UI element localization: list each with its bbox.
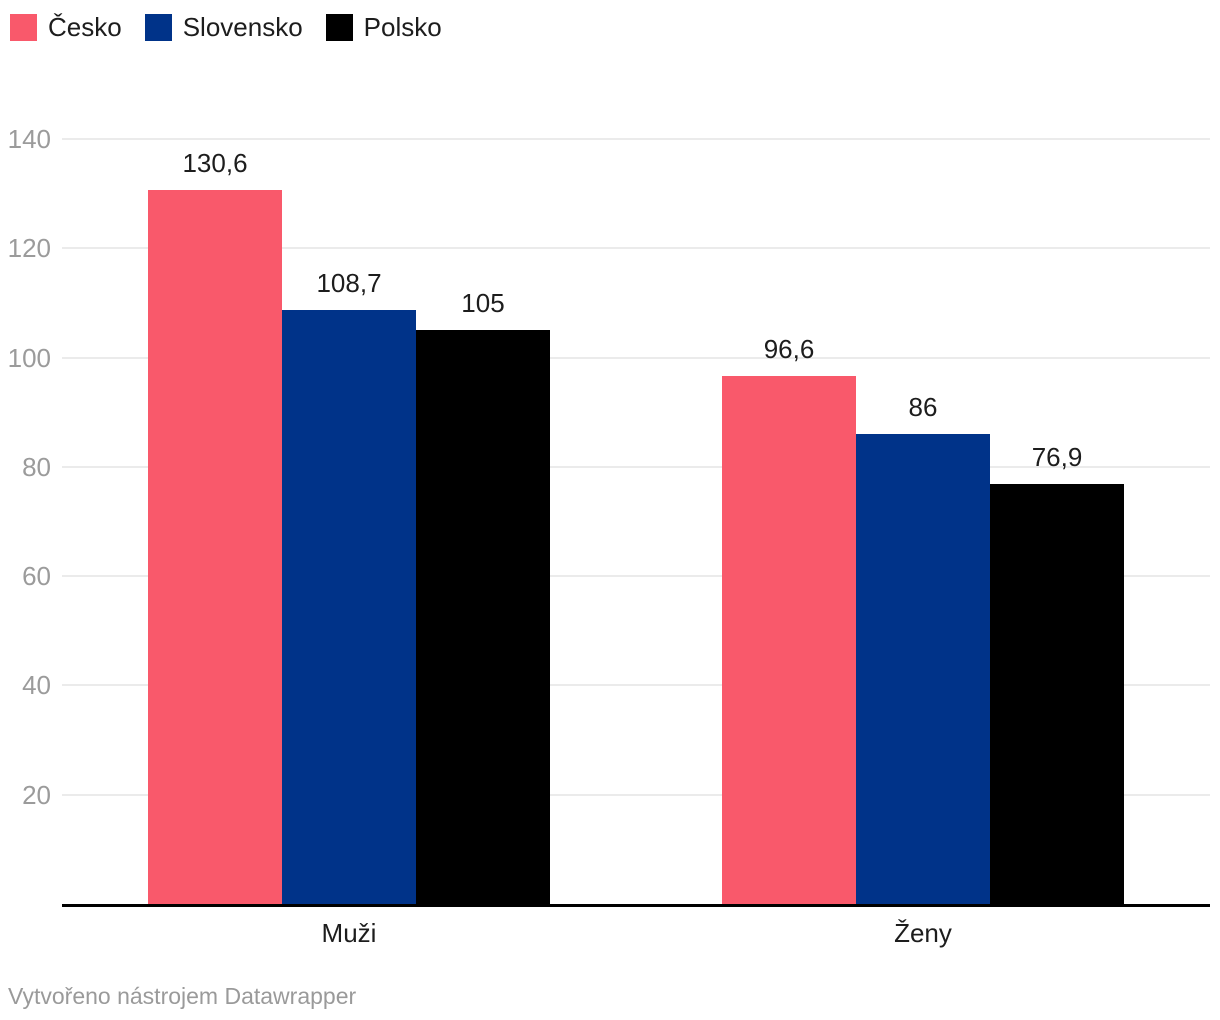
gridline	[62, 575, 1210, 578]
legend-item: Polsko	[325, 12, 442, 42]
legend-item: Slovensko	[144, 12, 303, 42]
gridline	[62, 356, 1210, 359]
legend-swatch	[144, 13, 172, 41]
gridline	[62, 465, 1210, 468]
legend-label: Česko	[48, 12, 122, 42]
x-category-label: Muži	[321, 918, 377, 948]
legend-label: Polsko	[363, 12, 442, 42]
bar	[990, 483, 1124, 904]
y-tick-label: 40	[22, 670, 51, 701]
bar-value-label: 130,6	[182, 148, 248, 179]
bar	[856, 434, 990, 904]
y-tick-label: 140	[7, 124, 51, 154]
x-axis-line	[62, 904, 1210, 907]
bar	[148, 190, 282, 904]
gridline	[62, 247, 1210, 250]
gridline	[62, 138, 1210, 140]
legend: Česko Slovensko Polsko	[10, 13, 465, 41]
bar-value-label: 86	[908, 392, 938, 423]
bar-value-label: 96,6	[763, 334, 815, 365]
gridline	[62, 684, 1210, 687]
attribution-text: Vytvořeno nástrojem Datawrapper	[8, 983, 357, 1009]
bar	[282, 310, 416, 904]
legend-label: Slovensko	[182, 12, 303, 42]
bar	[722, 376, 856, 904]
y-tick-label: 20	[22, 779, 51, 810]
bar-value-label: 105	[461, 288, 505, 319]
bar-value-label: 76,9	[1031, 441, 1083, 472]
y-tick-label: 80	[22, 451, 51, 482]
x-category-label: Ženy	[894, 918, 952, 948]
legend-swatch	[10, 13, 37, 41]
bar	[416, 330, 550, 904]
y-tick-label: 120	[7, 233, 51, 264]
legend-swatch	[325, 13, 353, 41]
gridline	[62, 793, 1210, 796]
bar-value-label: 108,7	[316, 268, 382, 299]
y-tick-label: 60	[22, 561, 51, 592]
y-tick-label: 100	[7, 342, 51, 373]
legend-item: Česko	[10, 13, 122, 41]
